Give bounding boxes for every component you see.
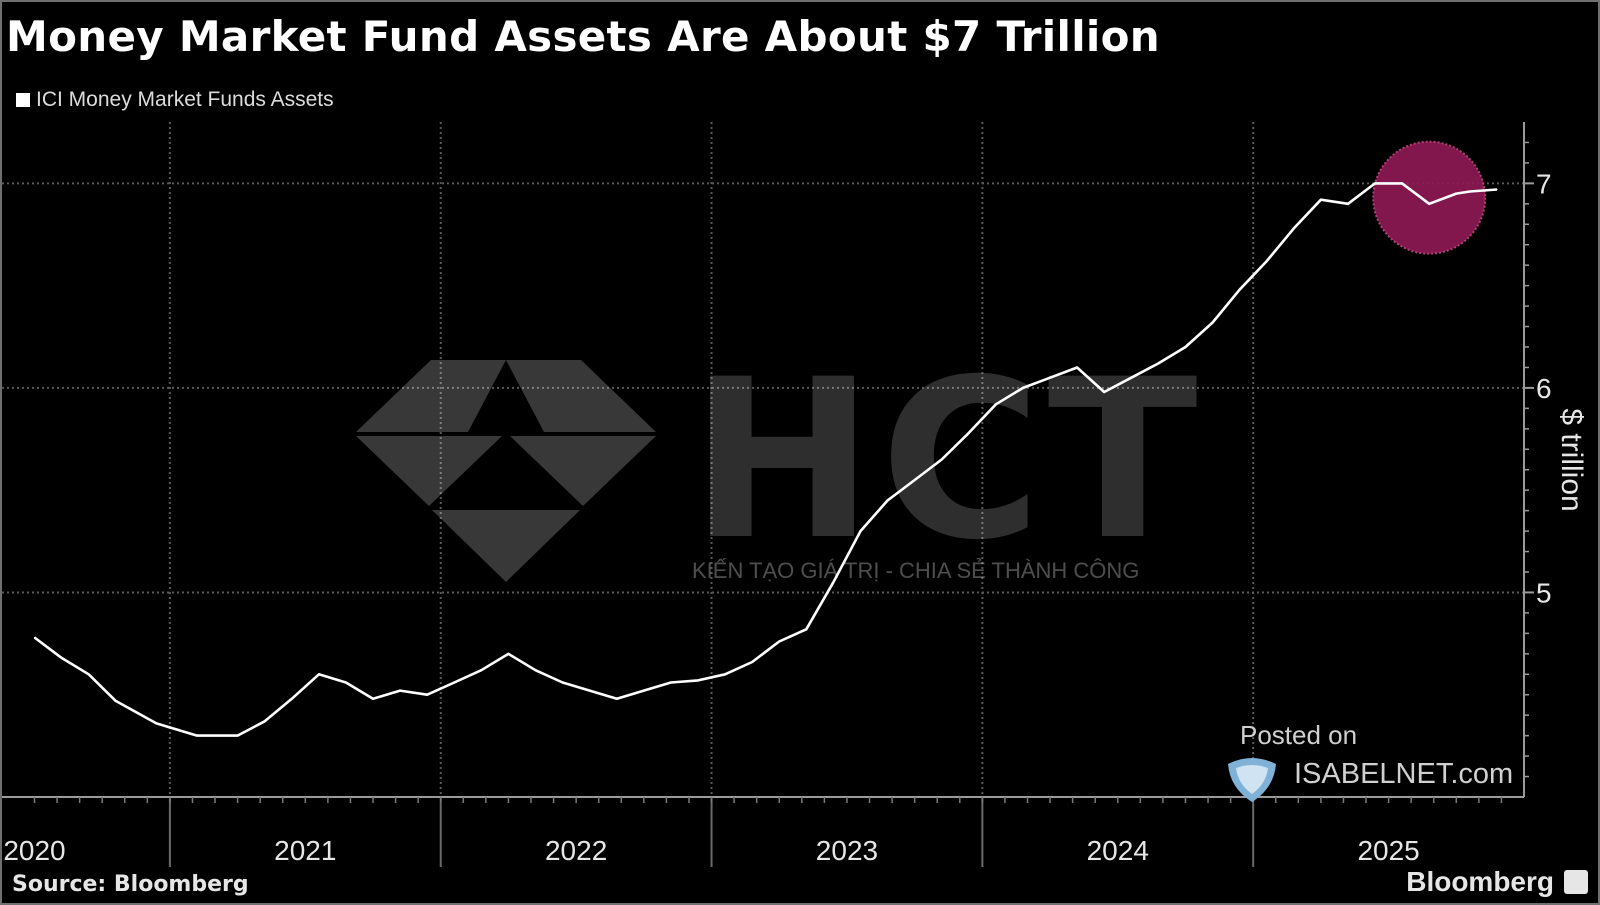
data-point	[1374, 182, 1376, 184]
source-label: Source: Bloomberg	[12, 872, 249, 897]
y-tick-label: 7	[1536, 168, 1552, 199]
data-point	[480, 669, 482, 671]
data-point	[670, 681, 672, 684]
data-point	[1239, 289, 1241, 291]
isabelnet-logo-icon	[1228, 758, 1276, 802]
data-point	[426, 694, 428, 696]
series-line	[33, 182, 1497, 737]
grid-layer	[2, 122, 1524, 797]
data-point	[291, 698, 293, 700]
watermark-tagline: KIẾN TẠO GIÁ TRỊ - CHIA SẺ THÀNH CÔNG	[692, 558, 1140, 583]
data-point	[751, 661, 753, 663]
data-point	[697, 679, 699, 682]
x-tick-label: 2025	[1357, 835, 1419, 866]
data-point	[155, 722, 157, 724]
data-point	[778, 640, 780, 643]
data-point	[1184, 346, 1187, 348]
data-point	[1293, 227, 1295, 229]
data-point	[643, 690, 645, 692]
brand-label: Bloomberg	[1406, 866, 1554, 897]
data-point	[1401, 182, 1403, 184]
data-point	[196, 735, 198, 737]
isabelnet-label: ISABELNET.com	[1294, 758, 1514, 790]
posted-on-label: Posted on	[1240, 720, 1358, 750]
data-point	[941, 458, 943, 461]
data-point	[399, 690, 401, 692]
data-point	[115, 700, 117, 702]
data-point	[507, 653, 510, 655]
data-point	[60, 657, 63, 659]
data-point	[237, 735, 239, 737]
data-point	[724, 673, 726, 675]
data-point	[33, 636, 36, 639]
data-point	[914, 479, 916, 481]
series-layer	[33, 140, 1498, 737]
data-point	[859, 530, 862, 532]
data-point	[886, 499, 889, 502]
data-point	[832, 581, 835, 583]
data-point	[88, 673, 90, 675]
x-tick-label: 2024	[1087, 835, 1149, 866]
data-point	[805, 628, 807, 630]
bloomberg-icon	[1564, 870, 1588, 894]
data-point	[1428, 203, 1430, 205]
y-tick-label: 5	[1536, 577, 1552, 608]
legend-swatch	[16, 93, 30, 107]
x-tick-label: 2021	[274, 835, 336, 866]
data-point	[1496, 188, 1498, 191]
data-point	[1049, 377, 1051, 379]
x-tick-label: 2020	[3, 835, 65, 866]
data-point	[1103, 391, 1105, 393]
highlight-circle	[1372, 140, 1487, 255]
data-point	[318, 673, 320, 675]
legend: ICI Money Market Funds Assets	[16, 88, 334, 112]
data-point	[561, 681, 564, 684]
data-point	[534, 669, 537, 671]
data-point	[372, 698, 374, 700]
data-point	[589, 690, 591, 692]
data-point	[264, 720, 266, 722]
data-point	[1455, 192, 1457, 195]
data-point	[453, 681, 455, 684]
data-point	[995, 403, 997, 405]
data-point	[968, 432, 970, 434]
data-point	[345, 681, 347, 684]
data-point	[616, 698, 618, 700]
data-point	[1157, 362, 1159, 364]
data-point	[1022, 387, 1024, 389]
data-point	[1320, 199, 1322, 201]
data-point	[1347, 203, 1349, 205]
legend-label: ICI Money Market Funds Assets	[36, 88, 334, 111]
y-tick-label: 6	[1536, 373, 1552, 404]
data-point	[1130, 377, 1132, 379]
data-point	[1211, 321, 1214, 324]
axis-layer: 2020 2021 2022 2023 2024 2025 5 6 7 $ trillion	[2, 122, 1588, 867]
x-tick-label: 2022	[545, 835, 607, 866]
data-point	[1266, 260, 1268, 262]
chart-title: Money Market Fund Assets Are About $7 Tr…	[6, 12, 1160, 61]
watermark-letters: HCT	[690, 332, 1204, 588]
data-point	[1469, 190, 1471, 193]
diamond-logo-icon	[356, 360, 656, 582]
x-tick-label: 2023	[816, 835, 878, 866]
y-axis-title: $ trillion	[1555, 408, 1588, 511]
data-point	[1076, 366, 1078, 369]
